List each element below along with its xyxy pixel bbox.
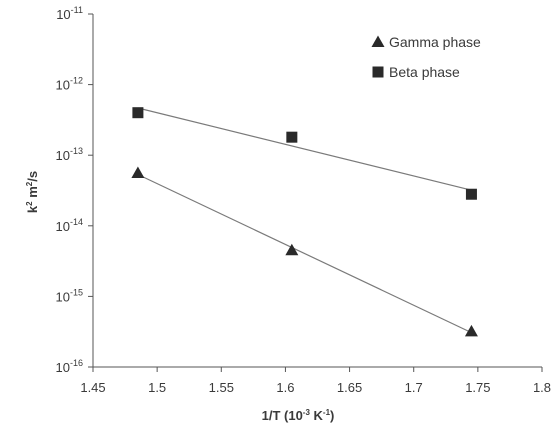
x-tick-label: 1.65 [337,380,362,395]
trendline-triangle [137,173,472,334]
y-axis-title: k2 m2/s [25,171,40,213]
x-tick-label: 1.7 [405,380,423,395]
data-point-triangle [131,166,145,178]
data-point-square [465,188,477,200]
x-axis-title: 1/T (10-3 K-1) [262,408,335,423]
x-tick-label: 1.75 [465,380,490,395]
trendline-square [137,107,472,191]
tick-labels: 1.45 1.5 1.55 1.6 1.65 1.7 1.75 1.8 10-11 10-12 10… [56,5,552,395]
data-point-triangle [464,324,478,337]
y-tick-label: 10-14 [56,217,83,234]
x-tick-label: 1.55 [209,380,234,395]
legend-label: Beta phase [389,64,460,80]
legend: Gamma phase Beta phase [371,34,481,80]
y-tick-label: 10-13 [56,146,83,163]
y-tick-label: 10-11 [56,5,83,22]
y-tick-label: 10-12 [56,76,83,93]
y-tick-label: 10-16 [56,358,83,375]
plot-axes [88,13,543,372]
y-tick-label: 10-15 [56,287,83,304]
legend-label: Gamma phase [389,34,481,50]
data-markers [131,107,478,337]
data-point-square [286,131,298,143]
x-tick-label: 1.6 [276,380,294,395]
x-tick-label: 1.5 [148,380,166,395]
legend-marker-triangle [371,35,385,47]
x-tick-label: 1.8 [533,380,551,395]
x-tick-label: 1.45 [80,380,105,395]
data-point-square [132,107,144,119]
trendlines [137,107,472,334]
legend-marker-square [372,66,384,78]
data-point-triangle [285,243,299,256]
